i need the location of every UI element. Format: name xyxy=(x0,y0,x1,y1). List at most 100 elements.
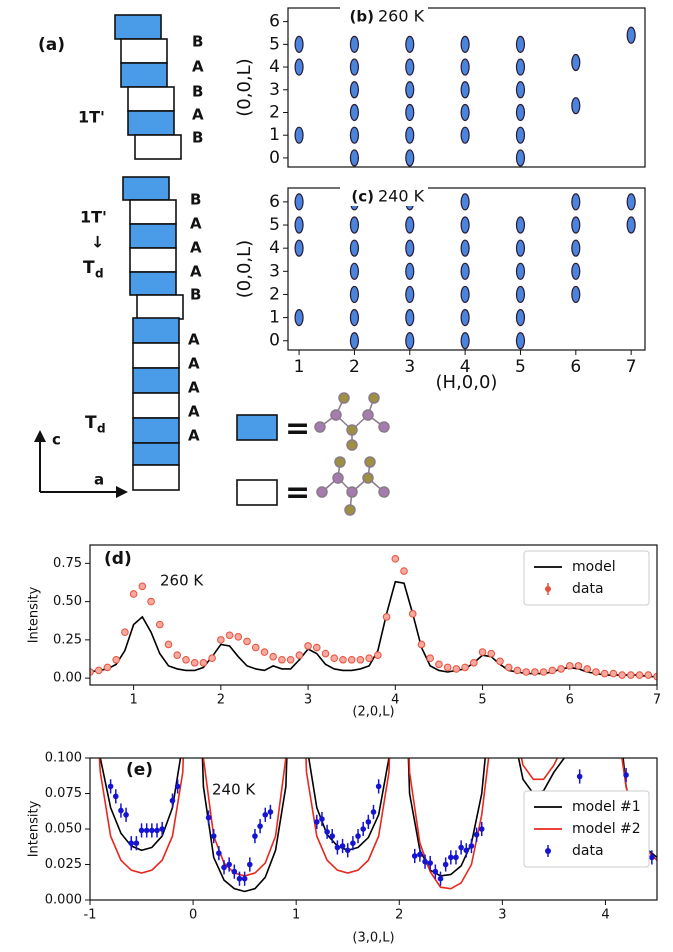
series-line xyxy=(98,758,657,890)
layer-letter: A xyxy=(190,263,202,281)
y-tick-label: 0.50 xyxy=(53,594,82,609)
layer xyxy=(120,62,168,88)
legend-label: data xyxy=(572,581,604,597)
x-tick-label: 5 xyxy=(478,692,486,707)
y-tick-label: 0.100 xyxy=(45,751,82,766)
spot xyxy=(349,58,360,76)
data-point xyxy=(138,582,147,591)
x-tick-label: 4 xyxy=(601,907,609,922)
spot xyxy=(571,262,581,280)
spot xyxy=(571,285,581,304)
y-tick-label: 0 xyxy=(269,331,280,351)
atom xyxy=(364,456,376,468)
data-point xyxy=(417,851,423,858)
layer xyxy=(132,417,180,444)
atom xyxy=(338,392,350,404)
data-point xyxy=(417,640,426,649)
spot xyxy=(460,285,470,304)
spot xyxy=(349,103,360,122)
plot-area xyxy=(294,193,636,350)
data-point xyxy=(531,668,539,676)
data-point xyxy=(452,665,461,673)
spot xyxy=(626,193,636,211)
y-tick-label: 3 xyxy=(269,261,280,281)
legend-swatch xyxy=(545,586,551,592)
atom xyxy=(346,439,358,451)
series-line xyxy=(99,758,657,893)
phase-label: T xyxy=(85,413,97,433)
atom xyxy=(334,456,346,468)
x-tick-label: 2 xyxy=(395,907,403,922)
spot xyxy=(294,309,304,327)
atom xyxy=(368,392,380,404)
data-point xyxy=(470,659,478,667)
plot-area xyxy=(98,758,657,893)
spot xyxy=(405,239,415,257)
data-point xyxy=(159,826,165,832)
data-point xyxy=(644,671,653,679)
y-tick-label: 0.75 xyxy=(53,556,82,571)
data-point xyxy=(216,850,222,856)
data-point xyxy=(147,597,155,606)
y-axis-label: Intensity xyxy=(27,586,42,643)
data-point xyxy=(334,844,341,851)
data-point xyxy=(118,807,124,814)
spot xyxy=(460,126,470,144)
data-point xyxy=(427,860,434,866)
chart-panel: 0 1 23 4 56 (0,0,L) (b) 260 K xyxy=(234,6,646,168)
legend-label: model xyxy=(572,559,616,575)
spot xyxy=(349,309,360,327)
arrow-head xyxy=(116,486,128,498)
data-point xyxy=(234,633,243,641)
legend-box xyxy=(523,790,650,868)
spot xyxy=(294,35,304,53)
atom xyxy=(378,421,390,433)
atom xyxy=(346,424,358,436)
spot xyxy=(349,285,360,304)
data-point xyxy=(468,843,475,849)
equals-sign: = xyxy=(285,412,310,447)
data-point xyxy=(355,833,361,839)
data-point xyxy=(557,665,565,673)
panel-label: (d) xyxy=(104,549,132,569)
layer xyxy=(127,86,175,112)
axis-name: c xyxy=(52,431,61,449)
data-point xyxy=(653,672,657,681)
data-point xyxy=(149,827,155,834)
spot xyxy=(515,126,526,144)
data-point xyxy=(138,827,145,834)
legend-label: model #2 xyxy=(572,821,641,837)
x-tick-label: 2 xyxy=(349,357,360,377)
layer xyxy=(127,110,175,136)
data-point xyxy=(221,864,227,871)
data-point xyxy=(154,827,160,834)
y-tick-label: 4 xyxy=(269,57,280,77)
chart-panel: 0.000 0.025 0.050 0.075 0.100 -1 0 1 2 3 4 Intensit… xyxy=(27,751,658,946)
y-tick-label: 0 xyxy=(269,148,280,168)
plot-frame xyxy=(89,544,658,686)
spot xyxy=(515,309,526,327)
spot xyxy=(405,58,415,76)
label-background xyxy=(340,6,428,26)
data-point xyxy=(251,643,260,652)
spot xyxy=(460,193,470,211)
data-point xyxy=(129,590,138,598)
spot xyxy=(571,239,581,257)
legend-label: data xyxy=(572,843,604,859)
spot xyxy=(405,103,415,122)
data-point xyxy=(583,665,592,673)
data-point xyxy=(107,783,114,790)
y-tick-label: 0.25 xyxy=(53,632,82,647)
layer-letter: A xyxy=(188,355,200,373)
data-point xyxy=(448,854,454,861)
y-tick-label: 6 xyxy=(269,192,280,212)
data-point xyxy=(267,809,274,815)
atom xyxy=(330,409,342,421)
data-point xyxy=(205,814,212,821)
data-point xyxy=(463,847,470,854)
y-tick-label: 6 xyxy=(269,12,280,32)
x-tick-label: 6 xyxy=(566,692,574,707)
x-tick-label: 1 xyxy=(292,907,300,922)
